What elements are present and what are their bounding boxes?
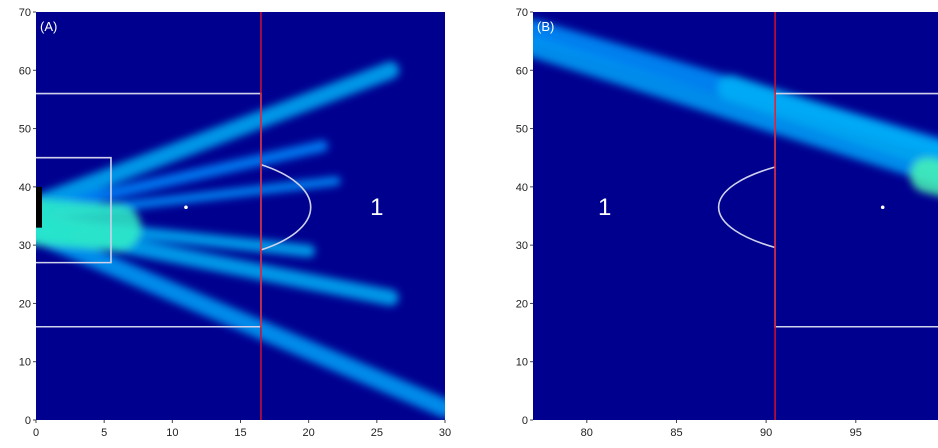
x-axis-ticks: 80 85 90 95 <box>581 420 862 439</box>
x-tick-label: 85 <box>670 427 682 439</box>
panel-label: (B) <box>537 19 554 34</box>
x-tick-label: 90 <box>760 427 772 439</box>
y-tick-label: 0 <box>522 415 528 427</box>
heat-streak <box>36 140 329 216</box>
heat-streak <box>717 74 938 170</box>
penalty-arc <box>260 163 312 251</box>
y-tick-label: 40 <box>516 182 528 194</box>
heat-streak <box>36 61 400 214</box>
y-tick-label: 20 <box>19 298 31 310</box>
heatmap-panel-b: (B) 1 80 85 90 95 0 10 20 30 40 50 60 70 <box>516 7 938 439</box>
y-tick-label: 40 <box>19 182 31 194</box>
x-axis-ticks: 0 5 10 15 20 25 30 <box>33 420 451 439</box>
heatmap-panel-a: (A) 1 0 5 10 15 20 25 30 0 10 20 30 40 50 60 70 <box>19 7 451 439</box>
y-tick-label: 30 <box>516 240 528 252</box>
y-tick-label: 50 <box>516 124 528 136</box>
y-tick-label: 10 <box>19 357 31 369</box>
penalty-arc <box>717 166 776 249</box>
x-tick-label: 5 <box>101 427 107 439</box>
x-tick-label: 10 <box>166 427 178 439</box>
pitch-markings <box>36 12 312 420</box>
y-axis-ticks: 0 10 20 30 40 50 60 70 <box>516 7 533 427</box>
x-tick-label: 15 <box>234 427 246 439</box>
x-tick-label: 0 <box>33 427 39 439</box>
panel-label: (A) <box>40 19 57 34</box>
heat-streak <box>36 198 142 251</box>
y-tick-label: 50 <box>19 124 31 136</box>
x-tick-label: 30 <box>439 427 451 439</box>
y-tick-label: 10 <box>516 357 528 369</box>
y-axis-ticks: 0 10 20 30 40 50 60 70 <box>19 7 36 427</box>
penalty-spot <box>880 205 885 210</box>
x-tick-label: 25 <box>371 427 383 439</box>
y-tick-label: 60 <box>516 65 528 77</box>
y-tick-label: 70 <box>516 7 528 19</box>
penalty-spot <box>184 205 188 210</box>
region-label: 1 <box>598 194 611 221</box>
x-tick-label: 20 <box>303 427 315 439</box>
x-tick-label: 95 <box>850 427 862 439</box>
y-tick-label: 60 <box>19 65 31 77</box>
heat-streaks <box>533 19 938 196</box>
region-label: 1 <box>370 194 383 221</box>
y-tick-label: 20 <box>516 298 528 310</box>
heat-streaks <box>36 61 445 418</box>
x-tick-label: 80 <box>581 427 593 439</box>
y-tick-label: 0 <box>25 415 31 427</box>
goal-box <box>36 156 112 264</box>
y-tick-label: 70 <box>19 7 31 19</box>
y-tick-label: 30 <box>19 240 31 252</box>
pitch-markings <box>717 12 938 420</box>
heat-streak <box>533 36 938 185</box>
goal-mouth <box>36 186 42 228</box>
